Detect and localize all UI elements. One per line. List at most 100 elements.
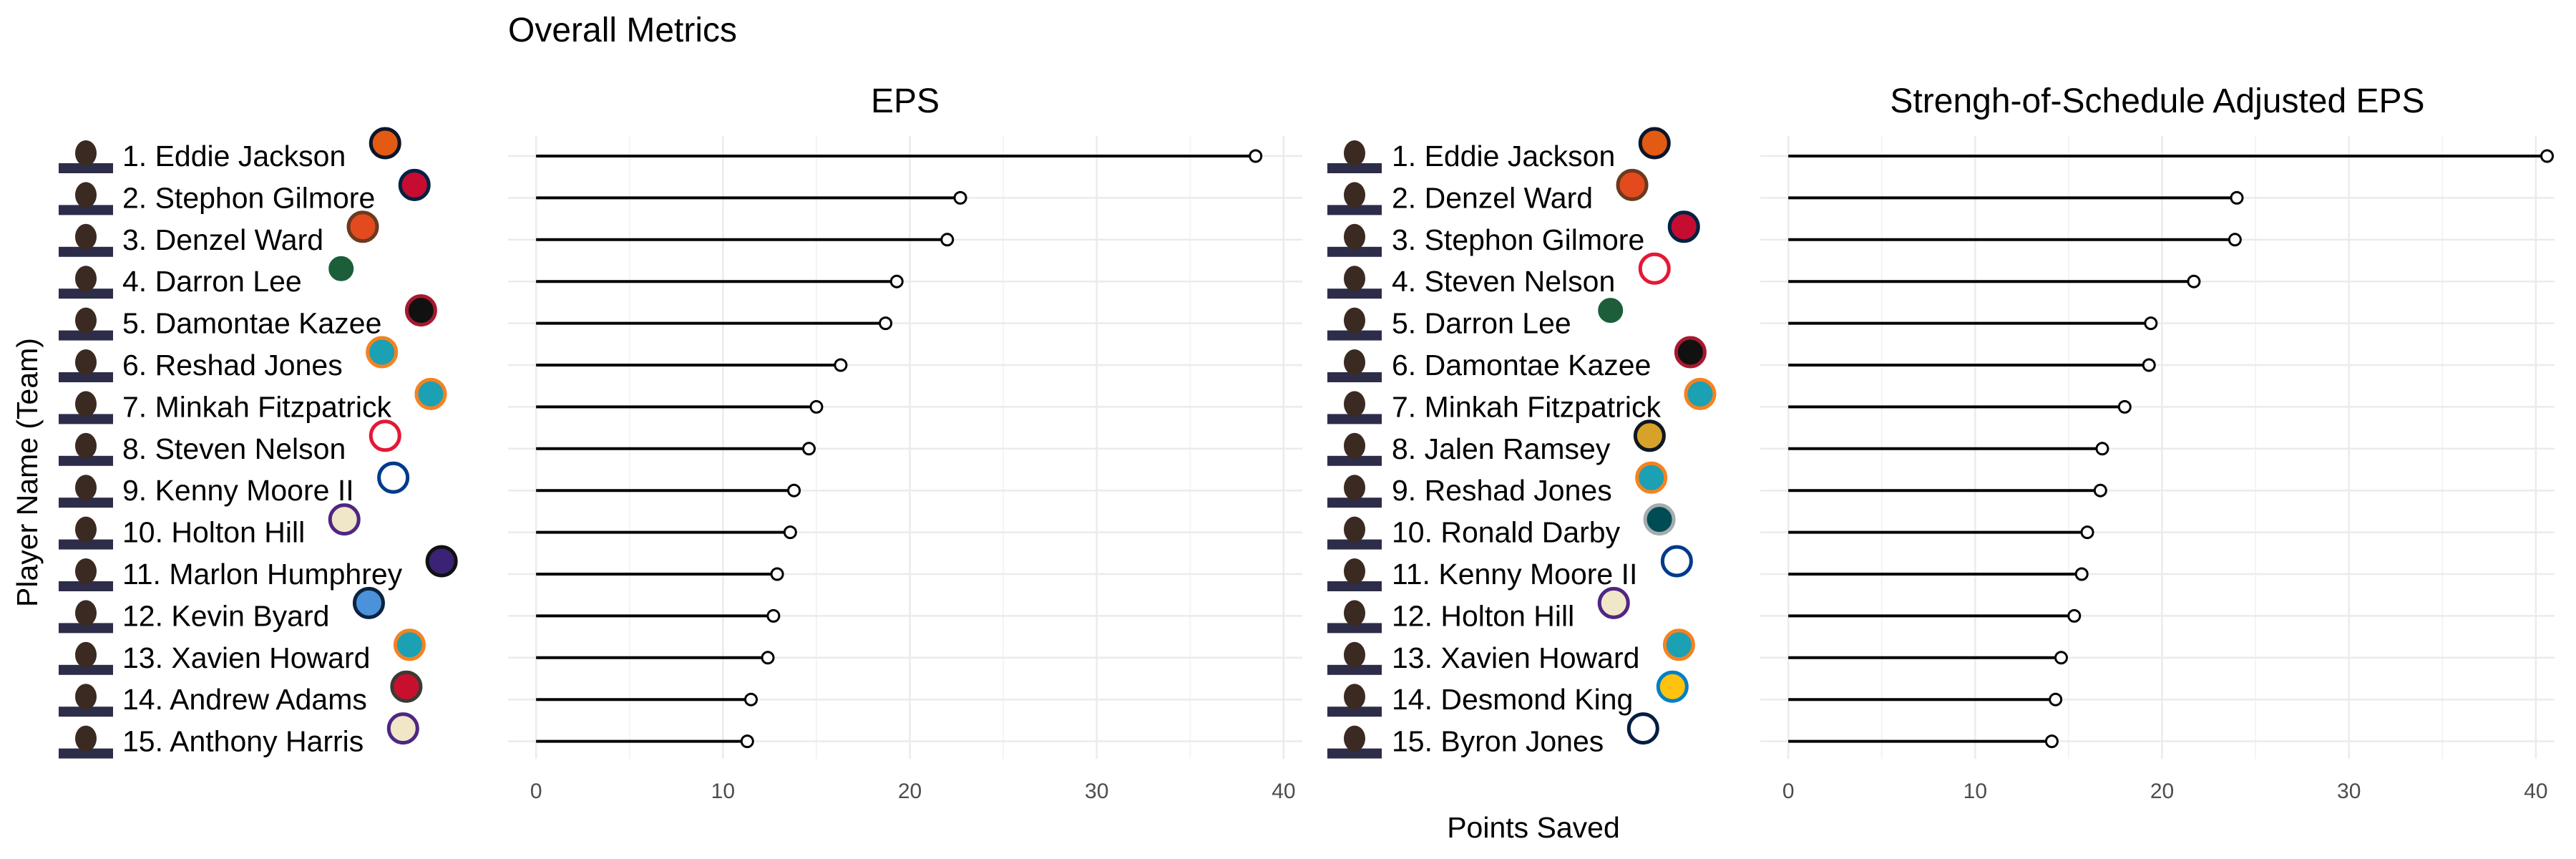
player-headshot [59,266,113,299]
jersey-shape [1327,163,1382,173]
panel-title: EPS [871,82,940,120]
browns-logo-icon [1616,168,1649,201]
titans-logo-icon [352,586,385,619]
x-tick-label: 40 [1272,780,1295,803]
lollipop-point [783,525,797,540]
player-headshot [59,641,113,675]
player-label: 6. Reshad Jones [122,349,343,382]
player-label: 5. Damontae Kazee [122,307,381,340]
bears-logo-icon [1638,127,1671,160]
jersey-shape [59,205,113,215]
player-headshot [59,307,113,341]
lollipop-point [2044,734,2059,749]
buccaneers-logo-icon [390,670,423,703]
player-label: 14. Andrew Adams [122,683,367,716]
lollipop-point [1249,149,1263,163]
chart-title: Overall Metrics [508,11,737,49]
player-label: 13. Xavien Howard [122,641,370,674]
lollipop-point [2074,567,2089,581]
lollipop-point [940,233,955,247]
bears-logo-icon [369,127,401,160]
team-logo-shape [1660,545,1693,578]
lollipop-point [953,190,967,205]
team-logo-shape [414,377,447,410]
jersey-shape [1327,372,1382,382]
x-tick-label: 20 [898,780,922,803]
panels: EPS 0 10 20 30 40 1. Eddie Jackson 2. Stephon G… [59,82,2555,803]
vikings-logo-icon [1597,586,1630,619]
player-headshot [59,182,113,215]
head-shape [1344,725,1365,752]
player-label: 2. Denzel Ward [1392,181,1593,214]
team-logo-shape [425,545,458,578]
team-logo-shape [369,127,401,160]
player-headshot [59,349,113,382]
team-logo-shape [346,210,379,243]
dolphins-logo-icon [366,336,399,369]
lollipop-point [2187,274,2201,288]
cowboys-logo-icon [1626,712,1659,745]
head-shape [75,307,97,334]
falcons-logo-icon [404,294,437,327]
dolphins-logo-icon [1684,377,1717,410]
jersey-shape [59,163,113,173]
team-logo-shape [1656,670,1689,703]
player-label: 12. Holton Hill [1392,599,1574,632]
jersey-shape [1327,707,1382,717]
player-label: 8. Jalen Ramsey [1392,432,1611,465]
head-shape [75,725,97,752]
lollipop-point [2230,190,2244,205]
player-label: 8. Steven Nelson [122,432,346,465]
head-shape [1344,475,1365,501]
patriots-logo-icon [1667,210,1700,243]
jersey-shape [59,748,113,759]
player-headshot [59,684,113,717]
player-headshot [1327,641,1382,675]
player-headshot [1327,223,1382,257]
team-logo-shape [1638,252,1671,285]
team-logo-shape [1616,168,1649,201]
jersey-shape [59,414,113,424]
player-headshot [59,223,113,257]
lollipop-point [2054,651,2068,665]
jersey-shape [1327,748,1382,759]
ravens-logo-icon [425,545,458,578]
team-logo-shape [386,712,419,745]
player-headshot [59,140,113,173]
jersey-shape [59,707,113,717]
head-shape [75,223,97,250]
player-label: 1. Eddie Jackson [122,140,346,173]
chiefs-logo-icon [369,419,401,452]
player-label: 11. Kenny Moore II [1392,558,1637,591]
dolphins-logo-icon [1635,461,1668,494]
jersey-shape [59,498,113,508]
head-shape [1344,684,1365,710]
team-logo-shape [1674,336,1707,369]
player-label: 4. Steven Nelson [1392,265,1615,298]
lollipop-point [2067,608,2082,623]
x-tick-label: 20 [2150,780,2174,803]
player-label: 15. Byron Jones [1392,725,1604,758]
x-tick-label: 30 [2337,780,2361,803]
player-label: 5. Darron Lee [1392,307,1571,340]
falcons-logo-icon [1674,336,1707,369]
jersey-shape [59,372,113,382]
head-shape [75,266,97,292]
dolphins-logo-icon [1662,629,1695,661]
jersey-shape [59,246,113,257]
player-headshot [59,516,113,550]
jersey-shape [59,330,113,341]
head-shape [75,475,97,501]
head-shape [1344,391,1365,417]
player-headshot [1327,432,1382,466]
jersey-shape [1327,455,1382,466]
player-label: 3. Stephon Gilmore [1392,223,1644,256]
head-shape [1344,266,1365,292]
team-logo-shape [1638,127,1671,160]
team-logo-shape [1597,586,1630,619]
eagles-logo-icon [1643,503,1676,536]
head-shape [1344,140,1365,166]
head-shape [1344,641,1365,668]
head-shape [75,516,97,543]
team-logo-shape [1633,419,1666,452]
